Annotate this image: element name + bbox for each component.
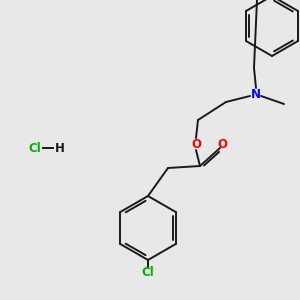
Text: O: O [217,137,227,151]
Text: N: N [251,88,261,100]
Text: H: H [55,142,65,154]
Text: Cl: Cl [142,266,154,280]
Text: O: O [191,137,201,151]
Text: Cl: Cl [28,142,41,154]
